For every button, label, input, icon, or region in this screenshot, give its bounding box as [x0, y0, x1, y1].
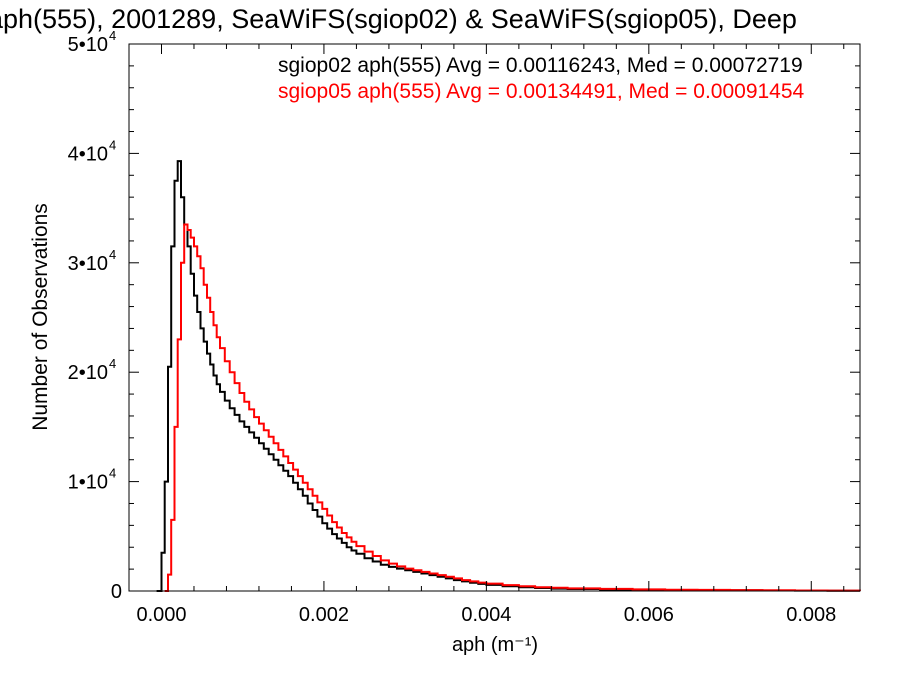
- y-tick-label: 3•10: [68, 253, 108, 275]
- legend: sgiop02 aph(555) Avg = 0.00116243, Med =…: [278, 54, 805, 103]
- x-axis: 0.000 0.002 0.004 0.006 0.008: [136, 44, 845, 626]
- x-tick-label: 0.000: [136, 604, 186, 626]
- series-line-2: [164, 223, 861, 592]
- x-tick-label: 0.002: [299, 604, 349, 626]
- plot-frame: [128, 43, 861, 592]
- y-tick-label: 0: [111, 581, 122, 603]
- y-tick-label: 5•10: [68, 34, 108, 56]
- y-tick-exponent: 4: [109, 137, 116, 152]
- y-axis: 01•10 42•10 43•10 44•10 45•10 4: [68, 28, 860, 603]
- x-tick-label: 0.004: [461, 604, 511, 626]
- x-axis-label: aph (m⁻¹): [452, 634, 538, 656]
- y-tick-exponent: 4: [109, 356, 116, 371]
- chart-title: aph(555), 2001289, SeaWiFS(sgiop02) & Se…: [0, 4, 797, 34]
- y-tick-exponent: 4: [109, 247, 116, 262]
- y-tick-exponent: 4: [109, 28, 116, 43]
- legend-entry-1: sgiop02 aph(555) Avg = 0.00116243, Med =…: [278, 54, 803, 77]
- x-tick-label: 0.008: [786, 604, 836, 626]
- y-tick-label: 2•10: [68, 362, 108, 384]
- legend-entry-2: sgiop05 aph(555) Avg = 0.00134491, Med =…: [278, 80, 805, 103]
- y-tick-exponent: 4: [109, 466, 116, 481]
- y-tick-label: 1•10: [68, 472, 108, 494]
- series-layer: [156, 160, 861, 592]
- x-axis-label-text: aph (m⁻¹): [452, 634, 538, 656]
- y-axis-label: Number of Observations: [29, 203, 52, 431]
- y-tick-label: 4•10: [68, 143, 108, 165]
- series-line-1: [156, 160, 860, 592]
- x-tick-label: 0.006: [624, 604, 674, 626]
